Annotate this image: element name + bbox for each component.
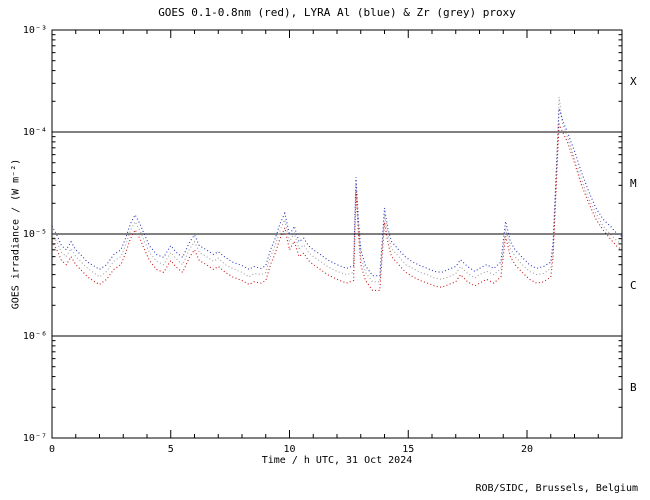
x-tick-label: 10 [283, 444, 295, 455]
series-lyra-zr-proxy [51, 97, 623, 283]
flare-class-label: X [630, 75, 637, 88]
x-axis-ticks: 0 5 10 15 20 [49, 30, 623, 455]
plot-frame [51, 29, 623, 439]
y-tick-label: 10⁻³ [23, 25, 47, 36]
flare-boundary-lines [52, 131, 622, 337]
y-axis-label: GOES irradiance / (W m⁻²) [10, 158, 22, 310]
x-tick-label: 5 [168, 444, 174, 455]
x-tick-label: 0 [49, 444, 55, 455]
y-tick-label: 10⁻⁵ [23, 229, 47, 240]
credit-text: ROB/SIDC, Brussels, Belgium [475, 483, 638, 494]
flare-class-label: C [630, 279, 637, 292]
flare-class-label: M [630, 177, 637, 190]
x-axis-label: Time / h UTC, 31 Oct 2024 [261, 455, 413, 466]
x-tick-label: 15 [402, 444, 414, 455]
chart-title: GOES 0.1-0.8nm (red), LYRA Al (blue) & Z… [158, 6, 516, 19]
flare-class-labels: X M C B [630, 75, 637, 394]
series-lyra-al-proxy [51, 108, 623, 277]
y-axis-ticks: 10⁻⁷ 10⁻⁶ 10⁻⁵ 10⁻⁴ 10⁻³ [23, 25, 622, 444]
series-goes-0-1-0-8nm [51, 123, 623, 291]
y-tick-label: 10⁻⁴ [23, 127, 47, 138]
y-tick-label: 10⁻⁶ [23, 331, 47, 342]
x-tick-label: 20 [521, 444, 533, 455]
y-tick-label: 10⁻⁷ [23, 433, 47, 444]
flare-class-label: B [630, 381, 637, 394]
